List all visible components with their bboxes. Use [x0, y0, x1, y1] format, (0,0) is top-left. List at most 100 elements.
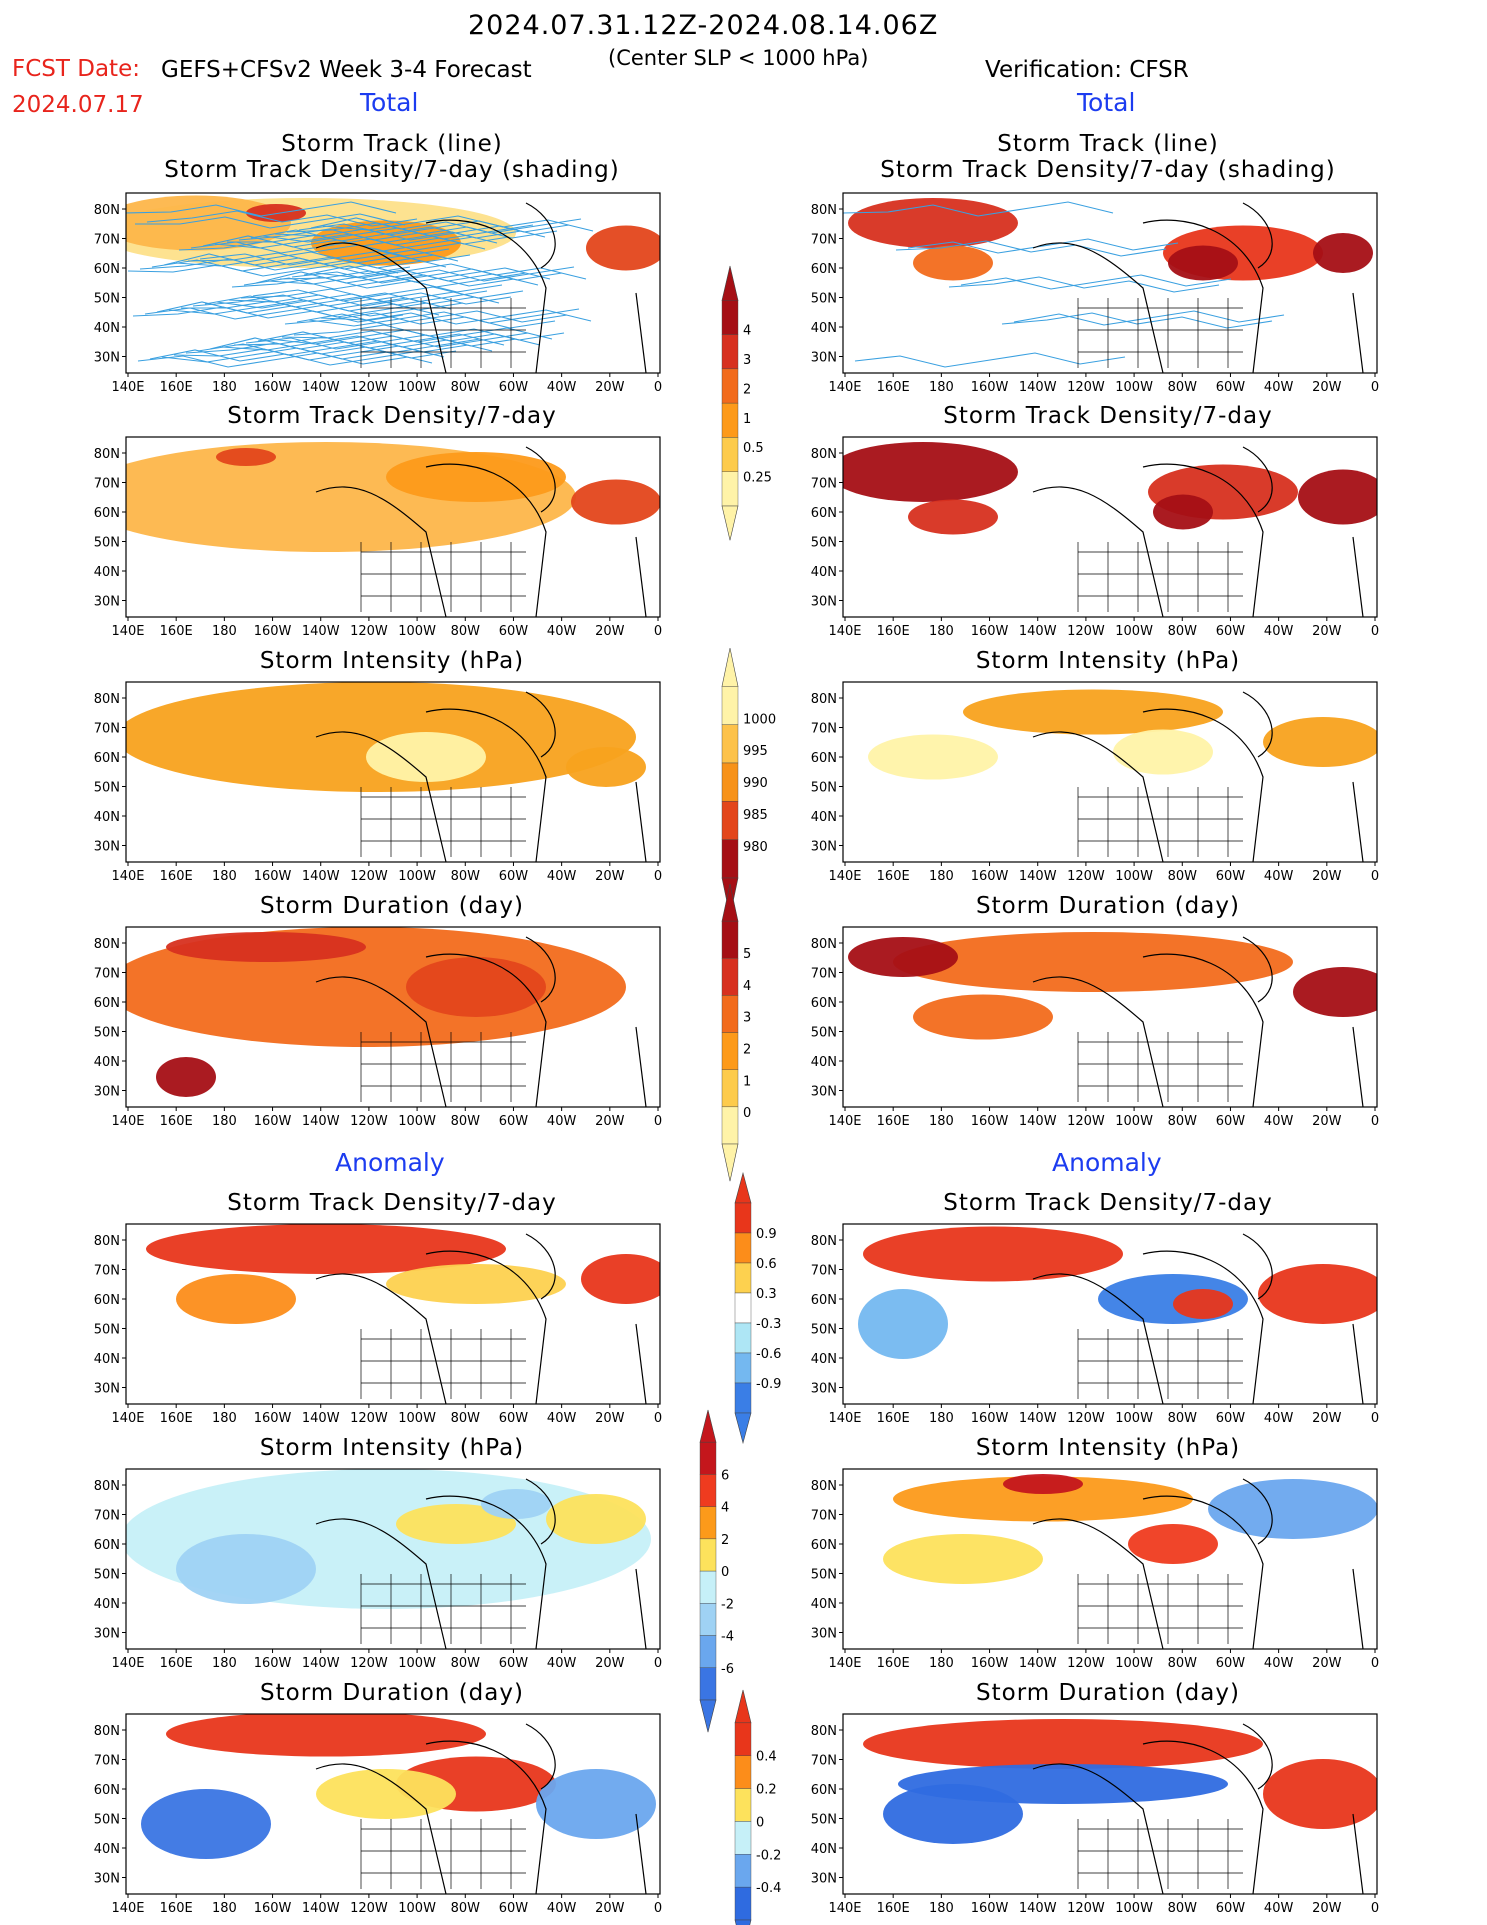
- storm-track-line: [233, 333, 505, 349]
- lon-tick-label: 140E: [828, 1901, 861, 1916]
- lon-tick-label: 60W: [1216, 1656, 1246, 1671]
- lat-tick-label: 70N: [811, 967, 837, 982]
- shading-region: [848, 198, 1018, 248]
- map-frame: [842, 926, 1378, 1108]
- colorbar-swatch: [734, 1202, 752, 1234]
- lon-tick-label: 160E: [877, 380, 910, 395]
- lat-tick-label: 60N: [94, 751, 120, 766]
- colorbar-label: 0.3: [756, 1287, 777, 1302]
- storm-track-line: [320, 309, 592, 325]
- lat-tick-label: 60N: [94, 996, 120, 1011]
- colorbar-label: 2: [743, 382, 751, 397]
- shading-region: [843, 442, 1018, 502]
- lat-tick-label: 30N: [811, 840, 837, 855]
- section-total-right: Total: [1077, 88, 1136, 117]
- colorbar-swatch: [699, 1506, 717, 1540]
- colorbar-density_anom: 0.9 0.6 0.3 -0.3 -0.6 -0.9: [734, 1171, 781, 1445]
- shading-region: [863, 1226, 1123, 1282]
- storm-track-line: [135, 213, 406, 229]
- lon-tick-label: 140W: [302, 1901, 340, 1916]
- storm-track-line: [139, 258, 411, 275]
- shading-region: [1263, 717, 1377, 767]
- storm-track-line: [895, 240, 1167, 257]
- lon-tick-label: 100W: [398, 1114, 436, 1129]
- lon-tick-label: 140E: [828, 1656, 861, 1671]
- lon-tick-label: 140E: [111, 380, 144, 395]
- lat-tick-label: 60N: [811, 751, 837, 766]
- storm-track-line: [308, 308, 580, 327]
- lon-tick-label: 20W: [595, 624, 625, 639]
- lat-tick-label: 40N: [94, 565, 120, 580]
- title-density-anom-left: Storm Track Density/7-day: [227, 1190, 557, 1216]
- lon-tick-label: 0: [1371, 1656, 1379, 1671]
- lon-tick-label: 80W: [1168, 1114, 1198, 1129]
- shading-region: [396, 1504, 516, 1544]
- map-panel-track-right: 140E 160E 180 160W 140W 120W 100W 80W 60W 40W 20W 0…: [811, 192, 1379, 395]
- lon-tick-label: 40W: [547, 1411, 577, 1426]
- colorbar-label: 2: [743, 1042, 751, 1057]
- shading-region: [848, 937, 958, 977]
- lon-tick-label: 160W: [254, 1901, 292, 1916]
- lon-tick-label: 160E: [160, 1901, 193, 1916]
- storm-track-line: [284, 312, 556, 329]
- storm-track-line: [286, 222, 558, 239]
- lon-tick-label: 80W: [1168, 869, 1198, 884]
- colorbar-swatch: [721, 402, 739, 438]
- lon-tick-label: 60W: [499, 624, 529, 639]
- lon-tick-label: 140E: [828, 869, 861, 884]
- colorbar-swatch: [721, 958, 739, 996]
- lon-tick-label: 80W: [1168, 1411, 1198, 1426]
- colorbar-swatch: [734, 1886, 752, 1921]
- colorbar-label: 5: [743, 947, 751, 962]
- lat-tick-label: 40N: [94, 1842, 120, 1857]
- shading-region: [1128, 1524, 1218, 1564]
- lon-tick-label: 0: [1371, 869, 1379, 884]
- storm-track-line: [291, 268, 563, 284]
- lat-tick-label: 60N: [94, 506, 120, 521]
- lon-tick-label: 140E: [111, 1411, 144, 1426]
- lon-tick-label: 60W: [1216, 624, 1246, 639]
- storm-track-line: [187, 249, 459, 265]
- date-range-title: 2024.07.31.12Z-2024.08.14.06Z: [468, 10, 939, 41]
- lon-tick-label: 160E: [877, 869, 910, 884]
- lat-tick-label: 30N: [94, 351, 120, 366]
- coastline: [1032, 1478, 1364, 1649]
- storm-track-line: [279, 267, 551, 283]
- shading-region: [581, 1254, 660, 1304]
- lon-tick-label: 20W: [1312, 380, 1342, 395]
- lat-tick-label: 30N: [94, 1382, 120, 1397]
- map-frame: [842, 1223, 1378, 1405]
- lon-tick-label: 140W: [302, 1656, 340, 1671]
- lon-tick-label: 80W: [451, 869, 481, 884]
- lat-tick-label: 50N: [811, 292, 837, 307]
- shading-region: [546, 1494, 646, 1544]
- colorbar-swatch: [734, 1788, 752, 1822]
- colorbar-label: 3: [743, 353, 751, 368]
- lat-tick-label: 30N: [94, 840, 120, 855]
- colorbar-label: 2: [721, 1533, 729, 1548]
- coastline: [315, 1233, 647, 1404]
- lat-tick-label: 40N: [811, 565, 837, 580]
- map-frame: [842, 436, 1378, 618]
- lat-tick-label: 40N: [811, 1597, 837, 1612]
- map-panel-density-anom-left: 140E 160E 180 160W 140W 120W 100W 80W 60W 40W 20W 0…: [94, 1223, 662, 1426]
- lon-tick-label: 20W: [595, 1901, 625, 1916]
- shading-region: [858, 1289, 948, 1359]
- colorbar-duration_anom: 0.4 0.2 0 -0.2 -0.4: [734, 1689, 781, 1925]
- lon-tick-label: 140E: [828, 1411, 861, 1426]
- title-duration-anom-right: Storm Duration (day): [976, 1680, 1240, 1706]
- colorbar-swatch: [734, 1722, 752, 1756]
- map-panel-density-right: 140E 160E 180 160W 140W 120W 100W 80W 60W 40W 20W 0…: [811, 436, 1379, 639]
- storm-track-line: [199, 250, 471, 266]
- storm-track-line: [238, 228, 510, 245]
- shading-region: [1113, 729, 1213, 775]
- colorbar-swatch: [721, 1032, 739, 1070]
- lat-tick-label: 60N: [94, 1293, 120, 1308]
- shading-region: [913, 245, 993, 281]
- shading-region: [908, 499, 998, 535]
- storm-track-line: [854, 352, 1126, 368]
- lon-tick-label: 160E: [877, 624, 910, 639]
- colorbar-label: -0.6: [756, 1347, 781, 1362]
- coastline: [315, 936, 647, 1107]
- lon-tick-label: 120W: [350, 1411, 388, 1426]
